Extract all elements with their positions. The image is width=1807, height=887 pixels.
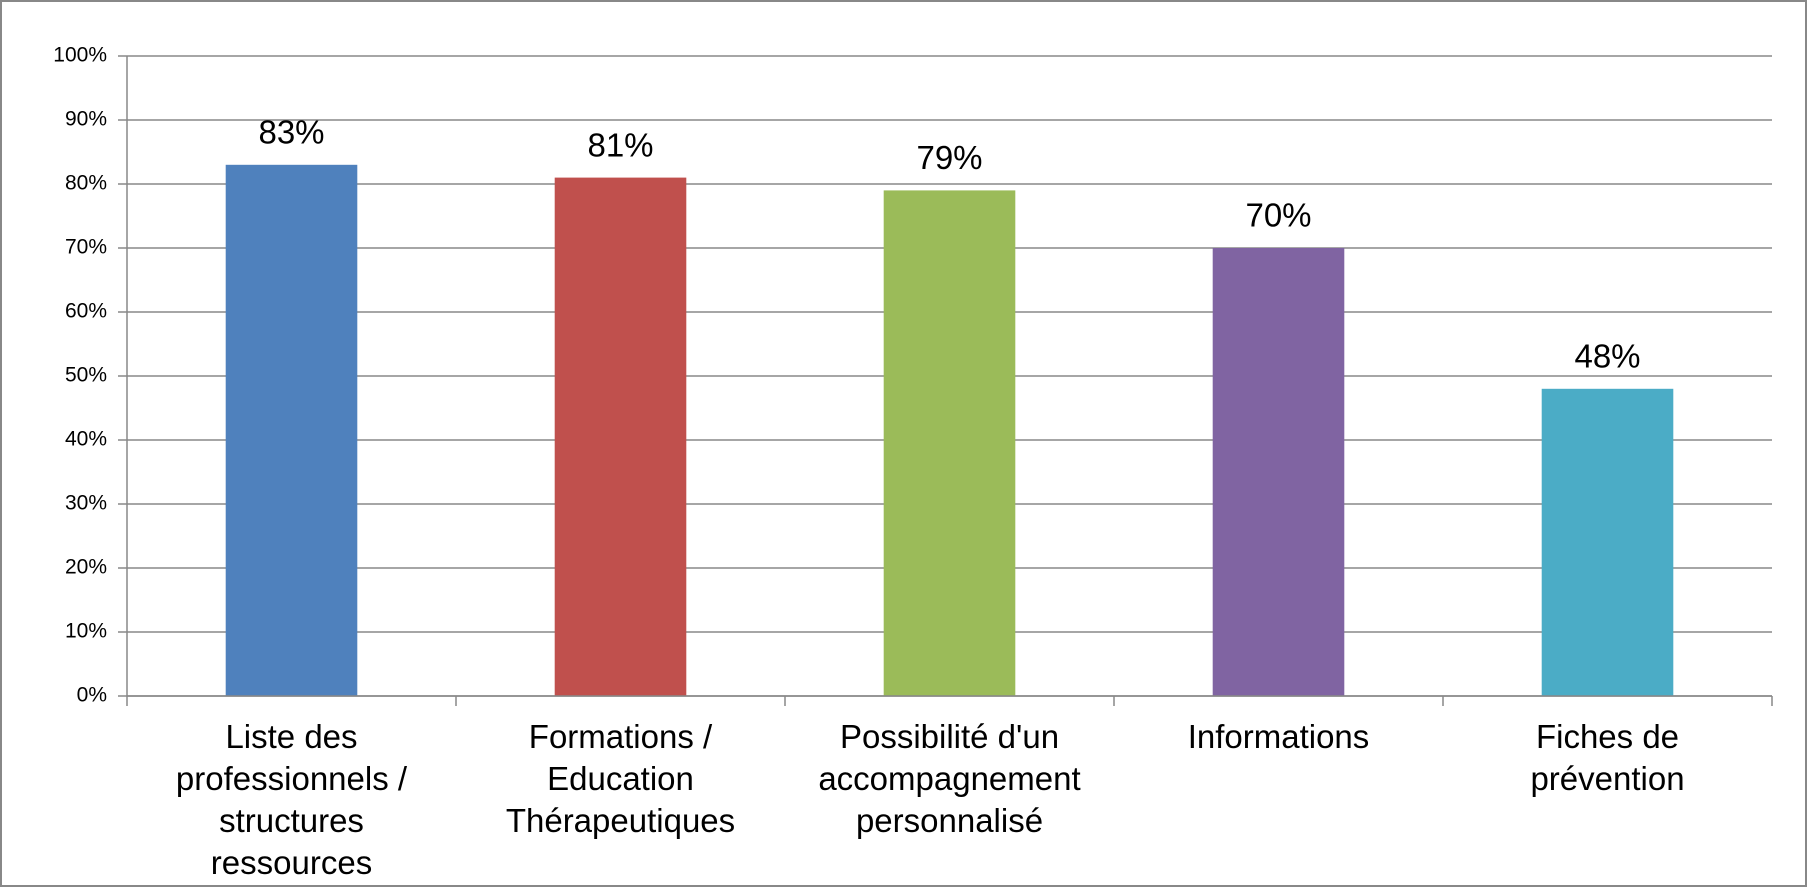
data-label: 48%: [1574, 338, 1640, 375]
data-label: 81%: [587, 126, 653, 163]
y-tick-label: 20%: [65, 556, 107, 579]
x-tick-label: Formations / Education Thérapeutiques: [505, 718, 736, 839]
data-label: 79%: [916, 139, 982, 176]
y-tick-label: 70%: [65, 236, 107, 259]
bar: [1541, 388, 1674, 696]
bar: [554, 177, 687, 697]
bar: [883, 190, 1016, 696]
data-label: 70%: [1245, 197, 1311, 234]
bar: [225, 164, 358, 697]
y-tick-label: 40%: [65, 428, 107, 451]
y-tick-label: 50%: [65, 364, 107, 387]
y-tick-label: 60%: [65, 300, 107, 323]
x-tick-label: Possibilité d'un accompagnement personna…: [818, 718, 1081, 839]
x-tick-label: Liste des professionnels / structures re…: [175, 718, 408, 881]
y-tick-label: 80%: [65, 172, 107, 195]
y-tick-label: 30%: [65, 492, 107, 515]
y-tick-label: 10%: [65, 620, 107, 643]
data-label: 83%: [258, 114, 324, 151]
x-tick-label: Fiches de prévention: [1530, 718, 1685, 797]
y-tick-label: 90%: [65, 108, 107, 131]
y-tick-label: 100%: [53, 44, 107, 67]
x-tick-label: Informations: [1187, 718, 1370, 755]
bar: [1212, 248, 1345, 696]
y-tick-label: 0%: [77, 684, 107, 707]
